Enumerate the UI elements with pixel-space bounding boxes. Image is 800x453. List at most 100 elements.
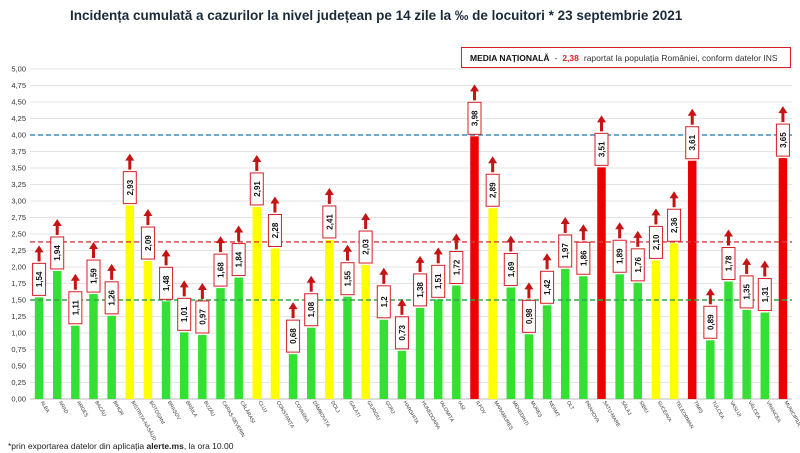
value-label-box xyxy=(612,239,627,273)
bar xyxy=(343,296,352,399)
value-label-box xyxy=(322,205,337,239)
value-label-box xyxy=(703,305,718,339)
bar xyxy=(433,299,443,399)
value-label-box xyxy=(286,319,301,353)
trend-arrow-shaft xyxy=(708,294,712,305)
trend-arrow-up xyxy=(234,225,244,233)
category-label: GIURGIU xyxy=(365,400,381,422)
y-tick-label: 3,75 xyxy=(11,147,26,156)
value-label-group: 2,89 xyxy=(485,173,500,207)
value-label-group: 0,89 xyxy=(703,305,718,339)
y-tick-label: 4,75 xyxy=(11,81,26,90)
value-label-group: 2,91 xyxy=(249,172,264,206)
trend-arrow-shaft xyxy=(200,288,204,299)
value-label: 3,61 xyxy=(688,134,697,150)
y-tick-label: 4,50 xyxy=(11,98,26,107)
bar xyxy=(597,167,606,399)
value-label-group: 1,94 xyxy=(50,236,65,270)
trend-arrow-shaft xyxy=(327,193,331,204)
value-label-box xyxy=(431,264,446,298)
value-label-box xyxy=(340,262,355,296)
y-tick-label: 3,25 xyxy=(11,180,26,189)
y-tick-label: 0,50 xyxy=(11,362,26,371)
bar xyxy=(651,260,661,399)
value-label-group: 0,98 xyxy=(521,299,536,333)
value-label: 2,93 xyxy=(126,179,135,195)
trend-arrow-shaft xyxy=(182,286,186,297)
value-label-box xyxy=(648,225,663,259)
trend-arrow-up xyxy=(70,273,80,281)
value-label: 1,94 xyxy=(53,245,62,261)
value-label: 1,72 xyxy=(452,259,461,275)
bar xyxy=(161,301,171,399)
value-label-box xyxy=(394,316,409,350)
value-label: 0,73 xyxy=(398,324,407,340)
bar xyxy=(179,332,189,399)
trend-arrow-shaft xyxy=(146,215,150,226)
y-tick-label: 0,75 xyxy=(11,345,26,354)
value-label-group: 2,28 xyxy=(267,214,282,248)
value-label-box xyxy=(32,262,47,296)
bar xyxy=(379,319,389,399)
trend-arrow-shaft xyxy=(690,114,694,125)
trend-arrow-shaft xyxy=(291,308,295,319)
chart-title: Incidența cumulată a cazurilor la nivel … xyxy=(70,8,683,23)
value-label: 1,89 xyxy=(616,248,625,264)
bar xyxy=(669,243,679,399)
value-label-box xyxy=(104,281,119,315)
value-label-group: 0,68 xyxy=(286,319,301,353)
trend-arrow-shaft xyxy=(219,242,222,253)
value-label: 0,89 xyxy=(706,314,715,330)
value-label: 1,86 xyxy=(579,250,588,266)
value-label-group: 2,10 xyxy=(648,225,663,259)
trend-arrow-shaft xyxy=(545,259,549,270)
value-label: 1,2 xyxy=(380,296,389,308)
value-label-group: 1,48 xyxy=(159,266,174,300)
value-label: 1,68 xyxy=(217,262,226,278)
trend-arrow-shaft xyxy=(436,253,440,264)
y-tick-label: 1,75 xyxy=(11,279,26,288)
value-label-group: 0,73 xyxy=(394,316,409,350)
value-label: 2,03 xyxy=(362,239,371,255)
value-label-box xyxy=(376,285,391,319)
y-tick-label: 4,25 xyxy=(11,114,26,123)
legend-suffix: raportat la populația României, conform … xyxy=(583,52,778,63)
trend-arrow-shaft xyxy=(273,202,277,213)
bar xyxy=(397,350,407,399)
value-label-box xyxy=(667,208,682,242)
value-label: 1,51 xyxy=(434,273,443,289)
trend-arrow-up xyxy=(778,106,788,114)
bar xyxy=(687,160,697,399)
value-label: 1,01 xyxy=(180,306,189,322)
value-label: 1,35 xyxy=(743,284,752,300)
footnote-app: alerte.ms xyxy=(146,441,184,451)
bar xyxy=(270,248,280,399)
category-label: GORJ xyxy=(384,400,396,415)
value-label-group: 3,61 xyxy=(685,126,700,160)
trend-arrow-shaft xyxy=(92,248,95,259)
value-label-group: 0,97 xyxy=(195,300,210,334)
category-label: BRĂILA xyxy=(184,400,199,419)
category-label: SĂLAJ xyxy=(619,400,633,417)
value-label: 0,68 xyxy=(289,328,298,344)
trend-arrow-up xyxy=(216,236,225,244)
legend-separator: - xyxy=(554,52,558,63)
trend-arrow-shaft xyxy=(581,230,585,241)
bar xyxy=(125,205,135,399)
category-label: HUNEDOARA xyxy=(420,400,442,431)
category-label: CONSTANȚA xyxy=(275,400,296,430)
value-label-group: 2,03 xyxy=(358,230,373,264)
value-label: 1,54 xyxy=(35,271,44,287)
trend-arrow-up xyxy=(597,115,606,123)
value-label-group: 1,31 xyxy=(757,278,772,312)
trend-arrow-shaft xyxy=(563,222,567,233)
bar xyxy=(488,208,497,399)
y-tick-label: 2,00 xyxy=(11,263,26,272)
category-label: MUNICIPIUL BUCUREȘTI xyxy=(783,400,800,453)
y-tick-label: 2,75 xyxy=(11,213,26,222)
category-label: VASLUI xyxy=(728,400,742,418)
category-label: VRANCEA xyxy=(765,400,783,425)
trend-arrow-up xyxy=(252,154,262,162)
bar xyxy=(524,334,534,399)
